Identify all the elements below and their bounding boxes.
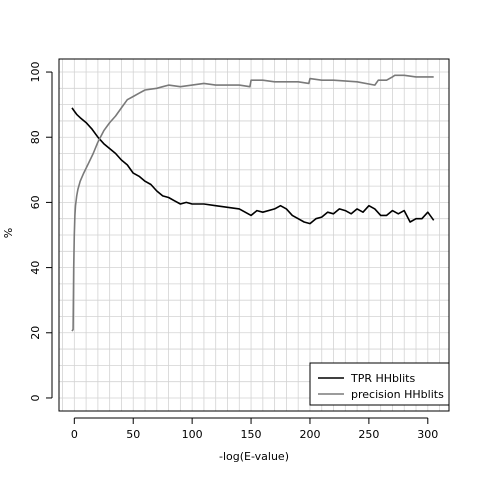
legend-box [309, 362, 450, 406]
series-line-tpr [71, 107, 435, 225]
x-tick-label: 0 [71, 428, 78, 441]
x-axis-title: -log(E-value) [219, 450, 289, 463]
x-tick-label: 100 [182, 428, 203, 441]
y-axis-title: % [2, 228, 15, 238]
x-tick-label: 50 [126, 428, 140, 441]
axes: 0 50 100 150 200 250 300 0 20 40 60 80 100 [29, 62, 438, 441]
x-tick-label: 300 [417, 428, 438, 441]
legend-precision-label: precision HHblits [351, 388, 444, 401]
y-tick-label: 100 [29, 62, 42, 83]
legend-tpr-label: TPR HHblits [350, 372, 415, 385]
series-line-precision [71, 74, 434, 332]
x-tick-label: 250 [358, 428, 379, 441]
y-tick-label: 40 [29, 261, 42, 275]
series-layer [71, 74, 435, 332]
x-tick-label: 200 [299, 428, 320, 441]
y-tick-label: 20 [29, 326, 42, 340]
y-tick-label: 60 [29, 195, 42, 209]
y-tick-label: 80 [29, 130, 42, 144]
plot-frame [58, 58, 450, 412]
y-tick-label: 0 [29, 394, 42, 401]
x-tick-label: 150 [241, 428, 262, 441]
legend: TPR HHblits precision HHblits [309, 362, 450, 406]
